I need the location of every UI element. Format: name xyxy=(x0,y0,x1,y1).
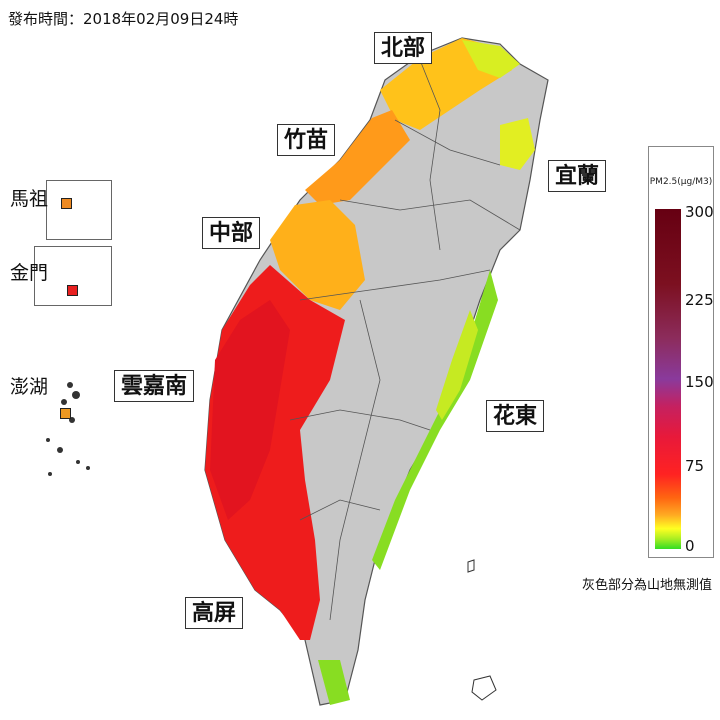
county-boundaries xyxy=(289,59,521,621)
pm25-legend: PM2.5(μg/M3) 300 225 150 75 0 xyxy=(648,146,714,558)
region-label-gaoping: 高屏 xyxy=(185,597,244,629)
north-yellow-zone xyxy=(462,40,520,78)
penghu-islands xyxy=(46,382,90,476)
zhumiao-zone xyxy=(305,110,410,205)
region-label-huadong: 花東 xyxy=(486,400,545,432)
green-island xyxy=(467,559,475,573)
legend-color-bar xyxy=(655,209,681,549)
penghu-station-marker xyxy=(60,408,71,419)
region-label-yilan: 宜蘭 xyxy=(548,160,607,192)
yilan-zone xyxy=(500,118,535,170)
legend-tick: 75 xyxy=(685,457,705,475)
orchid-island xyxy=(471,675,497,701)
kinmen-inset xyxy=(34,246,112,306)
region-label-yunjianan: 雲嘉南 xyxy=(114,370,195,402)
legend-title: PM2.5(μg/M3) xyxy=(649,177,713,187)
matsu-station-marker xyxy=(61,198,72,209)
legend-tick: 225 xyxy=(685,291,714,309)
kinmen-station-marker xyxy=(67,285,78,296)
region-label-north: 北部 xyxy=(374,32,433,64)
legend-tick: 300 xyxy=(685,203,714,221)
kinmen-label: 金門 xyxy=(10,262,49,284)
matsu-label: 馬祖 xyxy=(10,188,49,210)
matsu-inset xyxy=(46,180,112,240)
penghu-label: 澎湖 xyxy=(10,376,49,398)
region-label-central: 中部 xyxy=(202,217,261,249)
south-west-red-zone-inner xyxy=(210,300,290,520)
legend-tick: 0 xyxy=(685,537,695,555)
footnote: 灰色部分為山地無測值 xyxy=(582,578,713,593)
huadong-yellow-zone xyxy=(436,310,478,420)
south-tip-zone xyxy=(318,660,350,705)
legend-tick: 150 xyxy=(685,373,714,391)
region-label-zhumiao: 竹苗 xyxy=(277,124,336,156)
huadong-zone xyxy=(372,270,498,570)
publish-time: 發布時間：2018年02月09日24時 xyxy=(8,10,239,28)
central-zone xyxy=(270,200,365,310)
